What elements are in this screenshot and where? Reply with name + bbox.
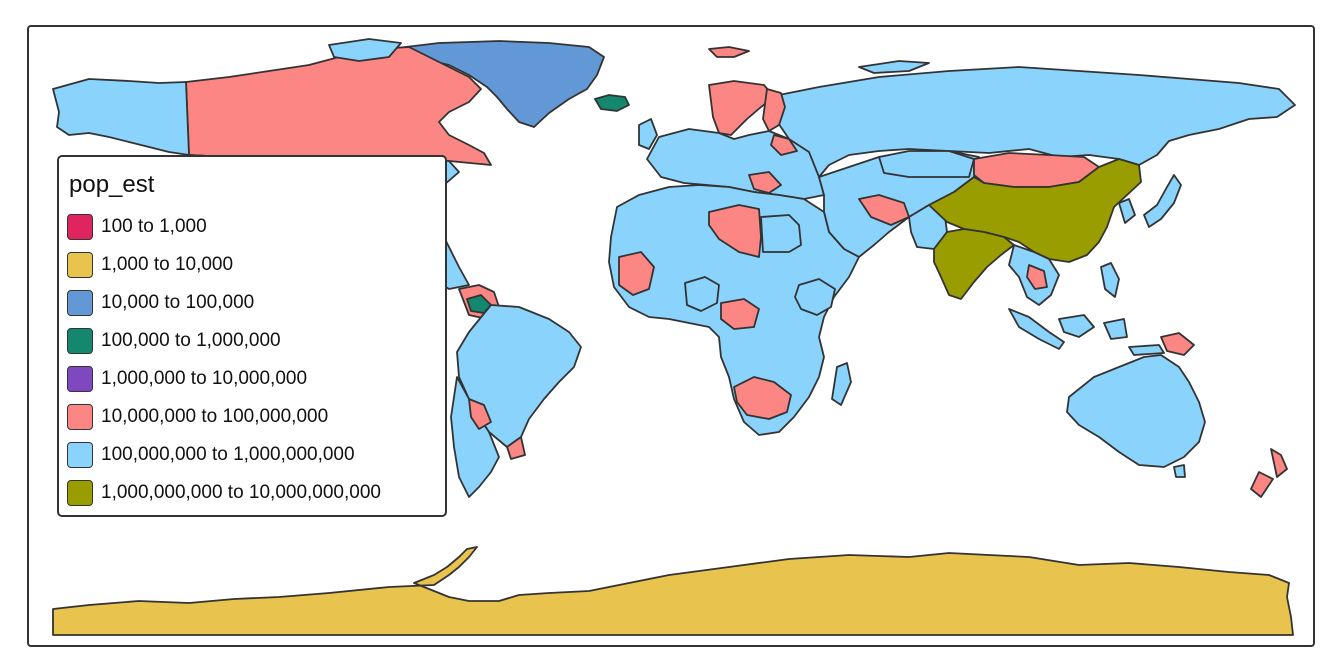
- region-libya[interactable]: [708, 204, 762, 258]
- legend-item: 10,000 to 100,000: [67, 284, 381, 322]
- legend-label: 1,000,000 to 10,000,000: [101, 368, 308, 389]
- legend-swatch: [67, 252, 93, 278]
- legend-swatch: [67, 404, 93, 430]
- region-southern-africa[interactable]: [733, 376, 792, 420]
- legend-label: 10,000,000 to 100,000,000: [101, 406, 329, 427]
- region-tasmania[interactable]: [1173, 464, 1186, 478]
- region-papua-new-guinea[interactable]: [1160, 332, 1195, 356]
- region-philippines[interactable]: [1100, 262, 1120, 298]
- region-indonesia[interactable]: [1008, 308, 1165, 356]
- region-norway[interactable]: [708, 80, 775, 136]
- legend-label: 100,000 to 1,000,000: [101, 330, 281, 351]
- region-korea[interactable]: [1118, 198, 1136, 224]
- region-japan[interactable]: [1143, 174, 1182, 228]
- legend-swatch: [67, 442, 93, 468]
- legend-label: 100,000,000 to 1,000,000,000: [101, 444, 355, 465]
- legend-item: 100,000 to 1,000,000: [67, 322, 381, 360]
- region-kazakhstan[interactable]: [878, 150, 975, 178]
- legend-label: 100 to 1,000: [101, 216, 207, 237]
- region-brazil[interactable]: [456, 304, 582, 448]
- legend-item: 10,000,000 to 100,000,000: [67, 398, 381, 436]
- region-ethiopia[interactable]: [794, 278, 836, 316]
- legend-swatch: [67, 366, 93, 392]
- legend-title: pop_est: [69, 171, 155, 198]
- region-australia[interactable]: [1066, 354, 1206, 468]
- region-finland[interactable]: [762, 88, 786, 132]
- region-congo[interactable]: [720, 298, 760, 330]
- legend-items: 100 to 1,000 1,000 to 10,000 10,000 to 1…: [67, 208, 381, 512]
- region-alaska[interactable]: [52, 78, 190, 156]
- region-paraguay[interactable]: [468, 398, 492, 430]
- map-frame: [27, 25, 1315, 647]
- region-india[interactable]: [933, 228, 1015, 300]
- region-svalbard[interactable]: [708, 46, 750, 58]
- region-baltics[interactable]: [770, 134, 798, 156]
- region-iceland[interactable]: [594, 94, 630, 112]
- region-canada[interactable]: [185, 46, 492, 166]
- legend-swatch: [67, 328, 93, 354]
- region-russia[interactable]: [768, 66, 1296, 178]
- legend-label: 1,000,000,000 to 10,000,000,000: [101, 482, 381, 503]
- region-new-zealand[interactable]: [1250, 448, 1288, 498]
- legend-swatch: [67, 214, 93, 240]
- region-egypt[interactable]: [760, 214, 802, 253]
- legend-label: 1,000 to 10,000: [101, 254, 234, 275]
- map-legend: pop_est 100 to 1,000 1,000 to 10,000 10,…: [57, 155, 447, 517]
- region-antarctica[interactable]: [52, 546, 1294, 636]
- region-laos[interactable]: [1026, 264, 1048, 290]
- legend-item: 1,000 to 10,000: [67, 246, 381, 284]
- region-madagascar[interactable]: [831, 362, 852, 406]
- region-balkans[interactable]: [748, 171, 782, 194]
- region-greenland[interactable]: [388, 40, 605, 128]
- region-uruguay[interactable]: [506, 436, 526, 460]
- legend-swatch: [67, 290, 93, 316]
- legend-swatch: [67, 480, 93, 506]
- legend-item: 100,000,000 to 1,000,000,000: [67, 436, 381, 474]
- legend-label: 10,000 to 100,000: [101, 292, 255, 313]
- region-west-africa[interactable]: [618, 251, 655, 296]
- legend-item: 1,000,000 to 10,000,000: [67, 360, 381, 398]
- region-nigeria[interactable]: [684, 276, 720, 312]
- legend-item: 100 to 1,000: [67, 208, 381, 246]
- region-arctic-russia[interactable]: [858, 60, 930, 74]
- region-canadian-islands[interactable]: [328, 38, 402, 62]
- world-map[interactable]: [29, 27, 1313, 645]
- region-uk[interactable]: [638, 118, 658, 150]
- legend-item: 1,000,000,000 to 10,000,000,000: [67, 474, 381, 512]
